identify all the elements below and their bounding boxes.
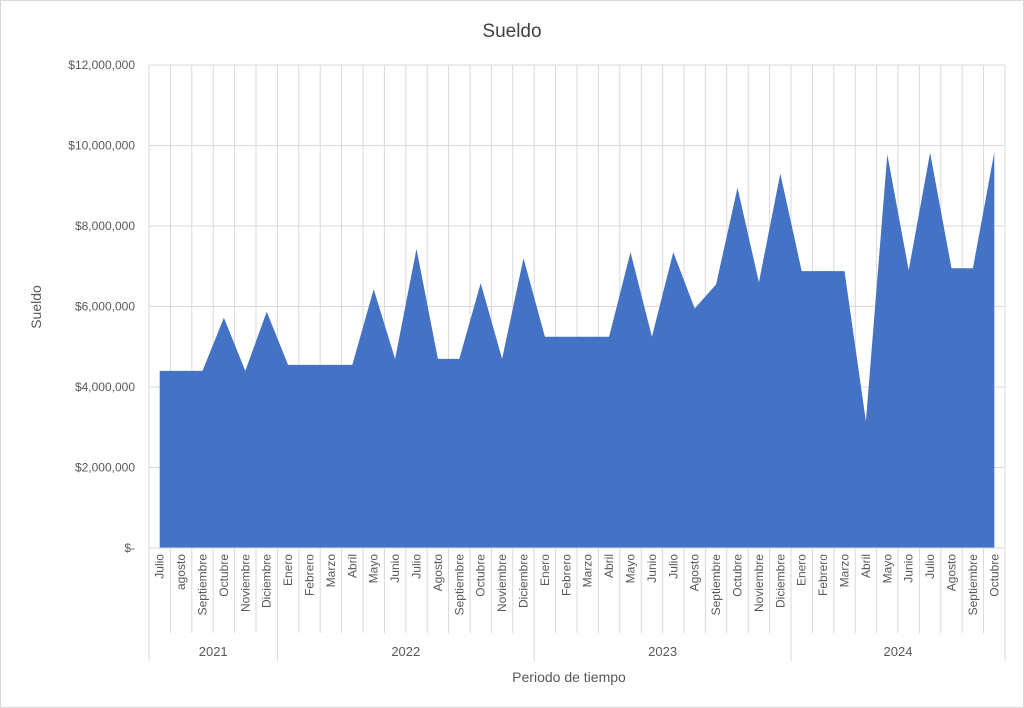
y-tick-label: $-	[124, 541, 135, 555]
y-tick-label: $6,000,000	[75, 300, 135, 314]
x-tick-label: Marzo	[324, 554, 338, 588]
x-tick-label: Abril	[602, 554, 616, 578]
x-tick-label: Septiembre	[196, 554, 210, 616]
x-tick-label: Junio	[388, 554, 402, 583]
x-tick-label: Julio	[153, 554, 167, 579]
y-tick-label: $2,000,000	[75, 461, 135, 475]
x-tick-label: Junio	[902, 554, 916, 583]
x-tick-label: Marzo	[838, 554, 852, 588]
x-axis: Julio agosto Septiembre Octubre Noviembre Dic…	[148, 547, 1006, 661]
x-tick-label: Marzo	[581, 554, 595, 588]
x-tick-label: Enero	[538, 554, 552, 586]
y-axis-title: Sueldo	[28, 285, 44, 329]
chart-title: Sueldo	[482, 21, 541, 42]
year-label: 2024	[884, 644, 913, 659]
x-tick-label: Octubre	[987, 554, 1001, 597]
x-tick-label: Noviembre	[238, 554, 252, 612]
x-tick-label: Julio	[410, 554, 424, 579]
y-tick-label: $12,000,000	[68, 58, 135, 72]
y-tick-label: $10,000,000	[68, 139, 135, 153]
x-tick-label: Julio	[666, 554, 680, 579]
x-axis-title: Periodo de tiempo	[512, 669, 626, 685]
x-tick-label: Diciembre	[260, 554, 274, 608]
year-label: 2021	[199, 644, 228, 659]
x-tick-label: Julio	[923, 554, 937, 579]
x-tick-label: Diciembre	[517, 554, 531, 608]
x-tick-label: Noviembre	[752, 554, 766, 612]
x-tick-label: Enero	[281, 554, 295, 586]
y-tick-label: $8,000,000	[75, 219, 135, 233]
x-tick-label: Agosto	[688, 554, 702, 592]
x-tick-label: Septiembre	[452, 554, 466, 616]
x-tick-label: Febrero	[559, 554, 573, 596]
y-tick-label: $4,000,000	[75, 380, 135, 394]
x-tick-label: Junio	[645, 554, 659, 583]
year-label: 2022	[391, 644, 420, 659]
x-tick-label: Agosto	[945, 554, 959, 592]
x-tick-label: Noviembre	[495, 554, 509, 612]
x-tick-label: Enero	[795, 554, 809, 586]
sueldo-area-series	[159, 152, 995, 548]
x-tick-label: agosto	[174, 554, 188, 590]
x-tick-label: Febrero	[816, 554, 830, 596]
year-label: 2023	[648, 644, 677, 659]
x-tick-label: Septiembre	[966, 554, 980, 616]
y-axis-tick-labels: $- $2,000,000 $4,000,000 $6,000,000 $8,000,0…	[68, 58, 135, 555]
x-tick-label: Abril	[859, 554, 873, 578]
x-tick-label: Abril	[345, 554, 359, 578]
x-tick-label: Mayo	[367, 554, 381, 584]
x-tick-label: Octubre	[731, 554, 745, 597]
x-tick-label: Febrero	[303, 554, 317, 596]
x-tick-label: Mayo	[624, 554, 638, 584]
x-tick-label: Octubre	[217, 554, 231, 597]
x-tick-label: Mayo	[880, 554, 894, 584]
x-tick-label: Agosto	[431, 554, 445, 592]
x-tick-label: Octubre	[474, 554, 488, 597]
x-tick-label: Diciembre	[773, 554, 787, 608]
x-tick-label: Septiembre	[709, 554, 723, 616]
